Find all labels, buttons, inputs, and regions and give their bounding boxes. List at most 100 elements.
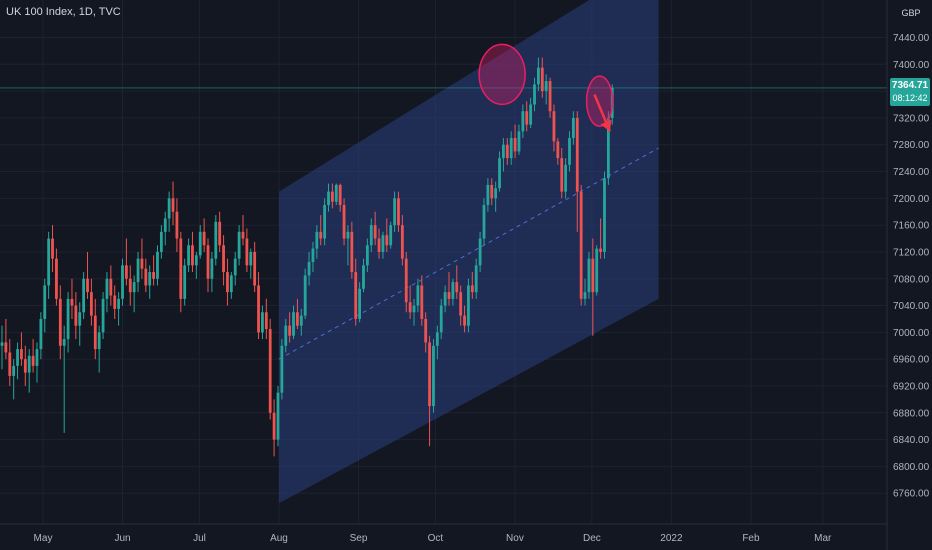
candle-body — [55, 258, 58, 299]
candle — [128, 265, 132, 306]
candle-body — [268, 329, 272, 413]
candle — [82, 272, 86, 319]
candle-body — [408, 302, 412, 313]
candle-body — [560, 158, 564, 192]
candle-body — [354, 272, 358, 319]
candle — [498, 151, 501, 192]
candle — [276, 385, 280, 447]
candle — [334, 183, 338, 206]
candle — [435, 325, 439, 360]
candle-body — [90, 292, 93, 316]
currency-label[interactable]: GBP — [901, 8, 921, 18]
candle-body — [599, 248, 602, 252]
candle — [571, 111, 575, 145]
candle — [467, 278, 470, 333]
candle-body — [420, 285, 424, 319]
candle — [311, 241, 315, 273]
highlight-ellipse[interactable] — [478, 43, 526, 106]
time-tick-label: Feb — [742, 533, 760, 544]
candle — [393, 191, 396, 232]
candle — [4, 318, 8, 360]
candle — [245, 228, 249, 273]
candle — [424, 312, 428, 353]
candle-body — [105, 278, 109, 299]
candle-body — [338, 184, 342, 206]
candle-body — [183, 265, 187, 299]
candle — [525, 101, 529, 132]
candle-body — [66, 298, 70, 340]
annotations[interactable] — [478, 43, 614, 132]
candle — [206, 238, 210, 293]
candle-body — [101, 298, 105, 333]
candle — [70, 278, 74, 319]
candle — [381, 231, 385, 259]
candle — [167, 191, 171, 232]
candle-body — [82, 278, 86, 313]
candle-body — [587, 258, 591, 293]
candle-body — [117, 298, 121, 309]
price-tick-label: 6800.00 — [893, 462, 930, 473]
candle — [268, 318, 272, 420]
candle-body — [20, 349, 23, 360]
candle-body — [404, 258, 408, 303]
candle — [416, 278, 420, 313]
candle-body — [311, 248, 315, 262]
candle — [148, 265, 152, 299]
candle — [397, 191, 400, 232]
highlight-ellipse[interactable] — [585, 75, 614, 127]
down-arrow-head[interactable] — [600, 119, 612, 132]
candle — [346, 225, 350, 266]
price-tick-label: 6840.00 — [893, 435, 930, 446]
price-tick-label: 6920.00 — [893, 381, 930, 392]
price-tick-label: 6960.00 — [893, 355, 930, 366]
candle — [517, 124, 521, 155]
candle — [315, 225, 319, 259]
candle — [478, 231, 482, 273]
candle-body — [140, 258, 144, 269]
candle — [222, 235, 225, 286]
candle — [183, 258, 187, 306]
candle — [171, 181, 175, 226]
candle — [529, 97, 533, 128]
candle — [257, 272, 260, 340]
candle — [591, 238, 595, 336]
channel-midline[interactable] — [278, 147, 659, 360]
price-tick-label: 7120.00 — [893, 247, 930, 258]
candle-body — [362, 265, 365, 289]
candle — [86, 251, 89, 299]
time-axis[interactable]: May Jun Jul Aug Sep Oct Nov Dec 2022 Feb Mar — [34, 533, 832, 544]
candle — [78, 302, 82, 346]
candle — [447, 272, 451, 306]
time-tick-label: Jul — [193, 533, 206, 544]
candle — [365, 238, 369, 273]
candle-body — [447, 292, 451, 299]
parallel-channel[interactable] — [278, 0, 659, 504]
candle — [27, 349, 31, 393]
candle — [439, 298, 443, 340]
candle-body — [132, 282, 136, 293]
candle — [470, 272, 474, 299]
candle-body — [373, 225, 377, 239]
price-tick-label: 6760.00 — [893, 489, 930, 500]
candle-body — [152, 272, 155, 279]
candle — [62, 325, 66, 433]
candle-body — [397, 198, 400, 226]
candle-body — [163, 218, 167, 232]
candle — [58, 285, 62, 360]
time-tick-label: Oct — [428, 533, 444, 544]
candle — [579, 184, 583, 306]
candle — [288, 312, 292, 343]
candle-body — [121, 265, 124, 299]
candle — [404, 251, 408, 313]
candle-body — [315, 231, 319, 249]
candle — [412, 298, 416, 326]
candle — [105, 272, 109, 313]
candle-body — [568, 138, 571, 165]
candle-body — [416, 285, 420, 306]
candle — [55, 248, 58, 306]
candle-body — [513, 138, 517, 152]
bar-countdown: 08:12:42 — [892, 93, 928, 103]
candle — [23, 345, 27, 386]
candle — [144, 258, 148, 293]
